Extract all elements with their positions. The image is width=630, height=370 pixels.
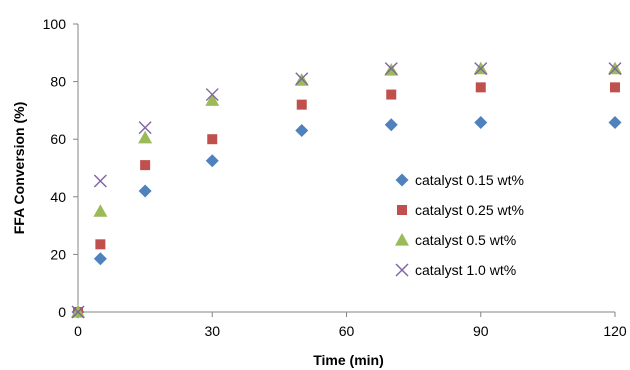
data-point: [205, 93, 220, 106]
legend-label: catalyst 0.25 wt%: [415, 202, 524, 218]
y-tick-label: 100: [43, 16, 67, 32]
ticks: 0 20 40 60 80 100 0 30 60 90 120: [43, 16, 627, 339]
y-tick-label: 0: [58, 304, 66, 320]
y-tick-label: 20: [50, 246, 66, 262]
legend-marker: [395, 263, 409, 277]
data-point-stroke-b: [384, 62, 398, 76]
data-point: [138, 121, 152, 135]
data-marks: [71, 61, 622, 319]
data-point-stroke-b: [71, 305, 85, 319]
data-point: [296, 99, 307, 110]
data-point-stroke-b: [205, 88, 219, 102]
data-point: [475, 82, 486, 93]
legend-marker: [397, 205, 407, 215]
data-point-stroke-b: [93, 174, 107, 188]
x-tick-label: 0: [74, 323, 82, 339]
data-point: [384, 62, 398, 76]
y-axis-title: FFA Conversion (%): [11, 102, 27, 235]
data-point-stroke-b: [295, 72, 309, 86]
legend-label: catalyst 0.15 wt%: [415, 172, 524, 188]
x-tick-label: 30: [204, 323, 220, 339]
x-axis-title: Time (min): [313, 352, 384, 368]
series-3: [71, 61, 622, 318]
data-point-stroke-b: [138, 121, 152, 135]
series-4: [71, 62, 622, 319]
legend-marker-stroke-b: [395, 263, 409, 277]
legend-marker: [395, 233, 409, 246]
data-point: [71, 305, 85, 319]
legend: catalyst 0.15 wt% catalyst 0.25 wt% cataly…: [395, 172, 524, 278]
data-point: [386, 89, 397, 100]
data-point: [207, 134, 218, 145]
data-point: [610, 82, 620, 93]
data-point: [93, 204, 108, 217]
series-1: [71, 115, 622, 319]
x-tick-label: 90: [473, 323, 489, 339]
data-point: [474, 62, 488, 76]
data-point: [93, 174, 107, 188]
series-2: [73, 82, 620, 317]
data-point-stroke-b: [474, 62, 488, 76]
x-tick-label: 60: [339, 323, 355, 339]
legend-entry: catalyst 0.5 wt%: [395, 232, 516, 248]
data-point-stroke-b: [608, 62, 622, 76]
legend-label: catalyst 0.5 wt%: [415, 232, 516, 248]
data-point: [295, 72, 309, 86]
data-point: [474, 115, 488, 129]
y-tick-label: 60: [50, 131, 66, 147]
legend-entry: catalyst 0.25 wt%: [397, 202, 524, 218]
data-point: [140, 160, 151, 171]
x-tick-label: 120: [603, 323, 627, 339]
axes: [77, 24, 615, 313]
data-point: [138, 130, 153, 144]
y-tick-label: 40: [50, 189, 66, 205]
data-point: [295, 124, 309, 138]
data-point: [138, 184, 152, 198]
data-point: [93, 252, 107, 266]
legend-entry: catalyst 1.0 wt%: [395, 262, 516, 278]
legend-label: catalyst 1.0 wt%: [415, 262, 516, 278]
legend-entry: catalyst 0.15 wt%: [395, 172, 524, 188]
data-point: [384, 118, 398, 132]
data-point: [608, 62, 622, 76]
data-point: [205, 154, 219, 168]
data-point: [608, 115, 622, 129]
data-point: [95, 239, 106, 250]
data-point: [205, 88, 219, 102]
y-tick-label: 80: [50, 74, 66, 90]
legend-marker: [395, 173, 409, 187]
